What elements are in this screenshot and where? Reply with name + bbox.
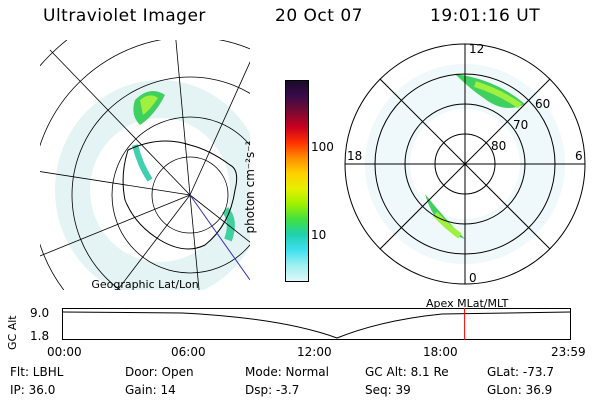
lat-label-60: 60 [535,97,550,111]
lat-label-70: 70 [513,118,528,132]
info-flt: Flt: LBHL [10,365,64,379]
info-dsp: Dsp: -3.7 [245,383,300,397]
geographic-map: Geographic Lat/Lon [40,40,250,290]
timeline-xtick-2: 12:00 [297,345,332,359]
timeline-xtick-1: 06:00 [171,345,206,359]
info-gc-alt: GC Alt: 8.1 Re [365,365,449,379]
timeline-ylabel: GC Alt [6,315,19,350]
timeline-xtick-4: 23:59 [551,345,586,359]
lat-label-80: 80 [491,139,506,153]
mlt-label-12: 12 [469,42,484,56]
timeline-ytick-low: 1.8 [30,329,50,343]
coastline [122,140,238,250]
right-map-caption: Apex MLat/MLT [426,297,509,310]
timeline-ytick-high: 9.0 [30,306,50,320]
altitude-curve [62,311,571,339]
mlt-label-0: 0 [469,271,477,285]
polar-mlat-mlt-map: 12 18 6 0 60 70 80 [344,42,586,285]
date-label: 20 Oct 07 [275,6,363,26]
colorbar [285,80,309,282]
timeline-xtick-3: 18:00 [423,345,458,359]
time-label: 19:01:16 UT [430,6,541,26]
info-glat: GLat: -73.7 [487,365,554,379]
info-door: Door: Open [125,365,194,379]
info-mode: Mode: Normal [245,365,329,379]
info-seq: Seq: 39 [365,383,411,397]
colorbar-unit-label: photon cm⁻²s⁻¹ [243,140,257,234]
mlt-label-6: 6 [575,149,583,163]
colorbar-tick-100: 100 [311,140,334,154]
info-glon: GLon: 36.9 [487,383,553,397]
left-map-caption: Geographic Lat/Lon [91,278,198,290]
timeline-xtick-0: 00:00 [47,345,82,359]
timeline-plot [62,308,571,340]
info-ip: IP: 36.0 [10,383,56,397]
app-title: Ultraviolet Imager [43,6,206,26]
colorbar-tick-10: 10 [311,228,327,242]
mlt-label-18: 18 [347,149,362,163]
info-gain: Gain: 14 [125,383,176,397]
